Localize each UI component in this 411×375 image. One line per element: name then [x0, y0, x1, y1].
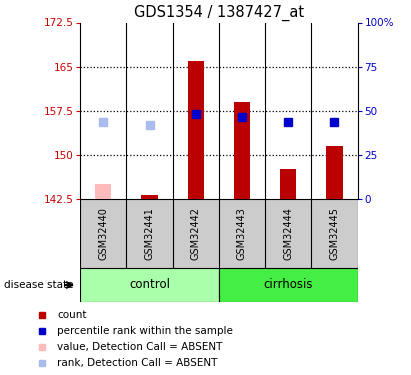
- Title: GDS1354 / 1387427_at: GDS1354 / 1387427_at: [134, 5, 304, 21]
- Bar: [280, 170, 296, 199]
- Text: value, Detection Call = ABSENT: value, Detection Call = ABSENT: [57, 342, 222, 352]
- Bar: [188, 61, 204, 199]
- Text: GSM32445: GSM32445: [330, 207, 339, 260]
- Text: GSM32440: GSM32440: [98, 207, 108, 260]
- Text: GSM32442: GSM32442: [191, 207, 201, 260]
- Text: cirrhosis: cirrhosis: [263, 279, 313, 291]
- Bar: [141, 195, 157, 199]
- Text: rank, Detection Call = ABSENT: rank, Detection Call = ABSENT: [57, 358, 217, 368]
- Text: disease state: disease state: [4, 280, 74, 290]
- Text: control: control: [129, 279, 170, 291]
- Text: GSM32444: GSM32444: [283, 207, 293, 260]
- Text: percentile rank within the sample: percentile rank within the sample: [57, 326, 233, 336]
- Bar: [326, 146, 342, 199]
- Text: count: count: [57, 310, 86, 320]
- FancyBboxPatch shape: [219, 268, 358, 302]
- Bar: [234, 102, 250, 199]
- Bar: [95, 184, 111, 199]
- FancyBboxPatch shape: [80, 268, 219, 302]
- Text: GSM32443: GSM32443: [237, 207, 247, 260]
- Text: GSM32441: GSM32441: [145, 207, 155, 260]
